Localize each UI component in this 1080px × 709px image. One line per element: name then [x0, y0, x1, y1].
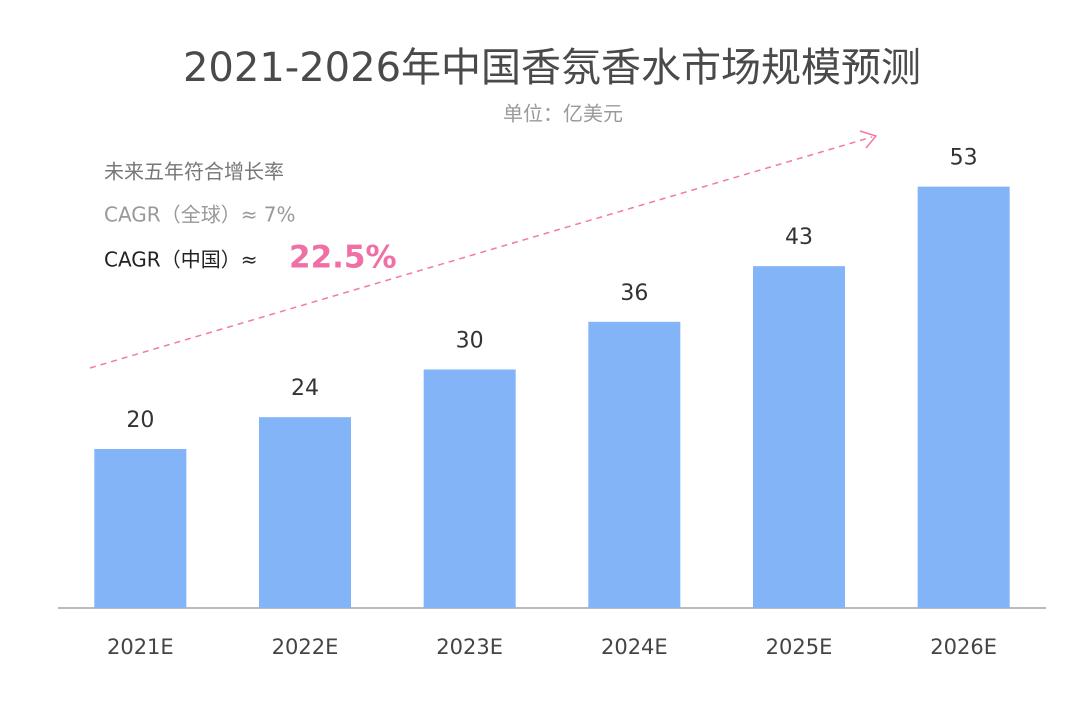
- annotation: CAGR（全球）≈ 7%: [104, 203, 296, 227]
- value-label: 20: [126, 408, 154, 433]
- trend-arrow: [89, 136, 873, 369]
- annotation: CAGR（中国）≈: [104, 248, 257, 272]
- bar: [259, 417, 351, 608]
- bar: [588, 321, 681, 608]
- value-label: 43: [785, 225, 813, 250]
- x-tick-label: 2021E: [107, 635, 174, 659]
- bar: [423, 369, 516, 608]
- annotation-highlight: 22.5%: [289, 240, 397, 276]
- bar: [94, 449, 187, 608]
- x-tick-label: 2026E: [930, 635, 997, 659]
- x-tick-label: 2025E: [766, 635, 833, 659]
- x-tick-label: 2022E: [272, 635, 339, 659]
- value-label: 30: [456, 329, 484, 354]
- annotation: 未来五年符合增长率: [104, 160, 284, 184]
- chart-title: 2021-2026年中国香氛香水市场规模预测: [183, 45, 921, 91]
- bar: [917, 186, 1010, 608]
- x-tick-label: 2024E: [601, 635, 668, 659]
- bar: [753, 266, 845, 608]
- value-label: 53: [950, 146, 978, 171]
- chart-subtitle: 单位：亿美元: [503, 102, 623, 126]
- x-tick-label: 2023E: [436, 635, 503, 659]
- trend-arrow-head: [859, 130, 878, 149]
- value-label: 24: [291, 376, 319, 401]
- value-label: 36: [620, 281, 648, 306]
